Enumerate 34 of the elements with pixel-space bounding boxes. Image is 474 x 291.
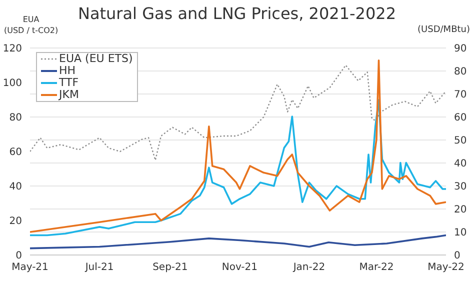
x-tick-label: Mar-22 (359, 262, 394, 274)
legend-label: EUA (EU ETS) (59, 52, 133, 65)
y2-tick-label: 80 (454, 66, 467, 78)
y2-tick-label: 70 (454, 90, 467, 101)
y2-tick-label: 30 (454, 182, 467, 193)
y-tick-label: 60 (9, 147, 22, 158)
x-tick-label: Sep-21 (152, 262, 188, 274)
x-tick-label: Jan-22 (292, 262, 326, 274)
line-series (30, 99, 446, 236)
x-tick-label: Jul-21 (84, 262, 114, 274)
y2-tick-label: 10 (454, 228, 467, 239)
chart-title: Natural Gas and LNG Prices, 2021-2022 (78, 4, 396, 23)
y-axis-title: EUA (USD / t-CO2) (4, 14, 58, 36)
legend-label: TTF (59, 76, 79, 89)
x-tick-label: May-21 (12, 262, 48, 274)
y2-tick-label: 60 (454, 112, 467, 124)
y-tick-label: 40 (9, 182, 22, 193)
y2-tick-label: 40 (454, 158, 467, 170)
y2-axis-title: (USD/MBtu) (418, 25, 470, 35)
y-tick-label: 120 (2, 44, 22, 55)
y2-tick-label: 50 (454, 136, 467, 147)
legend-label: HH (59, 64, 76, 77)
x-tick-label: Nov-21 (222, 262, 258, 274)
y-tick-label: 20 (9, 216, 22, 228)
line-series (30, 64, 446, 161)
y-tick-label: 0 (16, 250, 22, 262)
y-tick-label: 100 (2, 78, 22, 90)
y-tick-label: 80 (9, 112, 22, 124)
y2-tick-label: 0 (454, 250, 460, 262)
line-series (30, 234, 446, 250)
legend-label: JKM (59, 88, 79, 101)
y2-tick-label: 20 (454, 204, 467, 216)
y2-tick-label: 90 (454, 44, 467, 55)
x-tick-label: May-22 (428, 262, 464, 274)
